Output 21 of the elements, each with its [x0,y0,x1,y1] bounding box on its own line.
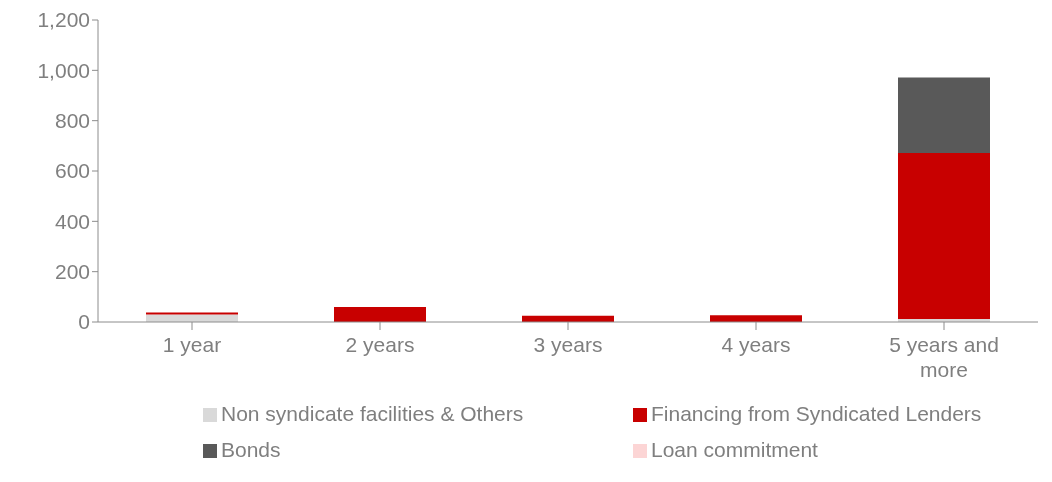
bar [146,312,238,315]
y-tick-label: 0 [78,310,90,334]
y-tick-label: 600 [54,159,90,183]
bar [898,77,990,153]
bar [898,152,990,319]
x-tick-label: 2 years [345,333,415,356]
y-tick-label: 200 [54,260,90,284]
x-tick-label: 4 years [721,333,791,356]
y-tick-label: 400 [54,209,90,233]
legend-label: Loan commitment [651,438,818,461]
bar [146,314,238,322]
legend-label: Financing from Syndicated Lenders [651,402,982,425]
x-tick-label: 5 years and more [889,333,999,381]
legend-label: Non syndicate facilities & Others [221,402,524,425]
y-tick-label: 1,000 [37,58,90,82]
y-tick-label: 800 [54,109,90,133]
legend-label: Bonds [221,438,281,461]
x-tick-label: 3 years [533,333,603,356]
y-tick-label: 1,200 [37,8,90,32]
x-tick-label: 1 year [162,333,222,356]
bar [334,306,426,322]
